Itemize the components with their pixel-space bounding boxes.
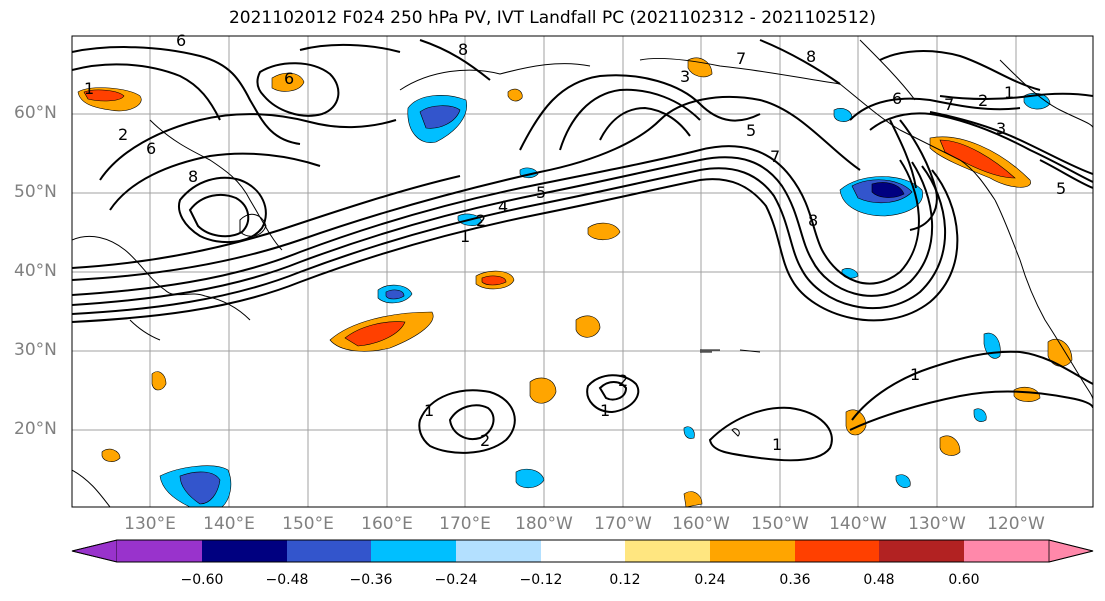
contour-label: 1	[1004, 83, 1014, 102]
lon-label: 140°E	[203, 514, 255, 534]
colorbar-extend-low	[71, 539, 118, 563]
contour-label: 1	[772, 435, 782, 454]
contour-label: 2	[476, 211, 486, 230]
lon-label: 120°W	[987, 514, 1045, 534]
colorbar-tick-label: 0.24	[694, 572, 726, 588]
map-title: 2021102012 F024 250 hPa PV, IVT Landfall…	[228, 8, 876, 28]
contour-label: 2	[978, 91, 988, 110]
ivt-fill-positive	[77, 57, 1073, 507]
lon-label: 170°E	[439, 514, 491, 534]
colorbar	[71, 539, 1094, 563]
contour-label: 1	[84, 79, 94, 98]
contour-label: 6	[892, 89, 902, 108]
contour-label: 1	[460, 227, 470, 246]
map-frame	[71, 35, 1094, 508]
contour-label: 2	[480, 431, 490, 450]
contour-label: 3	[680, 67, 690, 86]
colorbar-extend-high	[1048, 539, 1094, 563]
lat-label: 40°N	[14, 261, 57, 281]
lon-label: 150°E	[282, 514, 334, 534]
lon-label: 140°W	[829, 514, 887, 534]
lon-label: 170°W	[594, 514, 652, 534]
contour-label: 8	[808, 211, 818, 230]
contour-label: 1	[600, 401, 610, 420]
contour-label: 7	[944, 95, 954, 114]
lon-label: 130°E	[124, 514, 176, 534]
colorbar-tick-label: −0.60	[180, 572, 224, 588]
contour-label: 4	[498, 197, 508, 216]
contour-label: 3	[996, 119, 1006, 138]
coastlines	[72, 39, 1093, 507]
contour-label: 5	[536, 183, 546, 202]
contour-label: 2	[118, 125, 128, 144]
contour-label: 6	[284, 69, 294, 88]
colorbar-tick-label: −0.12	[519, 572, 563, 588]
colorbar-tick-label: −0.36	[349, 572, 393, 588]
lat-label: 50°N	[14, 182, 57, 202]
contour-label: 8	[188, 167, 198, 186]
ivt-fill-negative	[159, 92, 1051, 507]
contour-label: 5	[746, 121, 756, 140]
contour-label: 6	[176, 31, 186, 50]
colorbar-tick-label: 0.36	[779, 572, 811, 588]
lon-label: 160°E	[361, 514, 413, 534]
pv-contours	[72, 39, 1093, 462]
lat-label: 30°N	[14, 340, 57, 360]
colorbar-tick-label: −0.48	[265, 572, 309, 588]
colorbar-tick-label: −0.24	[434, 572, 478, 588]
lon-label: 180°W	[515, 514, 573, 534]
contour-label: 8	[806, 47, 816, 66]
colorbar-tick-label: 0.60	[948, 572, 980, 588]
contour-label: 7	[736, 49, 746, 68]
contour-label: 8	[458, 40, 468, 59]
contour-label: 6	[146, 139, 156, 158]
lon-label: 160°W	[672, 514, 730, 534]
lon-label: 150°W	[751, 514, 809, 534]
lon-label: 130°W	[908, 514, 966, 534]
contour-label: 2	[618, 371, 628, 390]
contour-label: 1	[424, 401, 434, 420]
lat-label: 60°N	[14, 103, 57, 123]
colorbar-tick-label: 0.12	[609, 572, 641, 588]
contour-label: 5	[1056, 179, 1066, 198]
contour-label: 1	[910, 365, 920, 384]
contour-label: 7	[770, 147, 780, 166]
colorbar-tick-label: 0.48	[863, 572, 895, 588]
lat-label: 20°N	[14, 419, 57, 439]
